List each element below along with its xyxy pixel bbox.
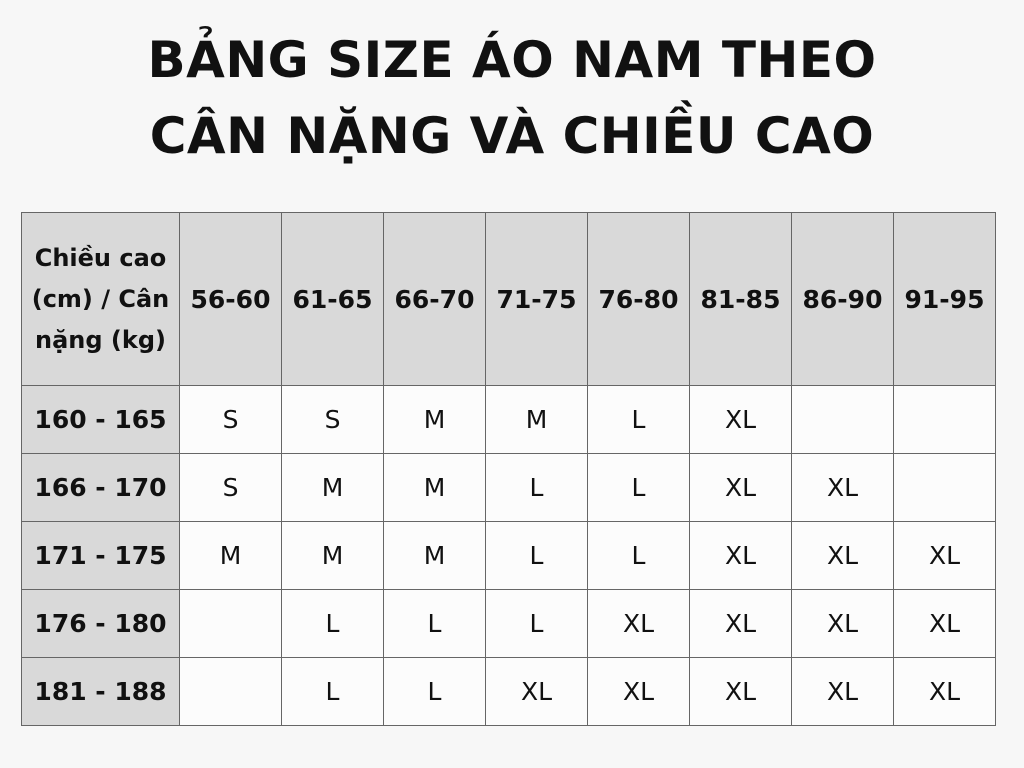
table-row: 171 - 175 M M M L L XL XL XL: [21, 521, 996, 590]
size-cell: L: [383, 589, 486, 658]
size-cell: XL: [689, 657, 792, 726]
size-cell: L: [587, 453, 690, 522]
row-header-height: 166 - 170: [21, 453, 180, 522]
size-cell: XL: [893, 657, 996, 726]
size-cell: [893, 385, 996, 454]
size-cell: [179, 589, 282, 658]
size-cell: S: [281, 385, 384, 454]
size-cell: M: [383, 521, 486, 590]
column-header: 76-80: [587, 212, 690, 386]
column-header: 66-70: [383, 212, 486, 386]
table-row: 181 - 188 L L XL XL XL XL XL: [21, 657, 996, 726]
size-cell: XL: [587, 657, 690, 726]
size-cell: L: [587, 521, 690, 590]
size-cell: M: [485, 385, 588, 454]
title-line-2: CÂN NẶNG VÀ CHIỀU CAO: [149, 107, 875, 165]
size-cell: XL: [689, 521, 792, 590]
size-cell: [893, 453, 996, 522]
size-cell: [791, 385, 894, 454]
row-header-height: 181 - 188: [21, 657, 180, 726]
row-header-height: 160 - 165: [21, 385, 180, 454]
size-cell: L: [281, 657, 384, 726]
row-header-height: 171 - 175: [21, 521, 180, 590]
table-row: 160 - 165 S S M M L XL: [21, 385, 996, 454]
table-row: 176 - 180 L L L XL XL XL XL: [21, 589, 996, 658]
size-cell: L: [587, 385, 690, 454]
page-title: BẢNG SIZE ÁO NAM THEO CÂN NẶNG VÀ CHIỀU …: [0, 22, 1024, 174]
row-header-height: 176 - 180: [21, 589, 180, 658]
size-cell: XL: [791, 589, 894, 658]
size-cell: S: [179, 453, 282, 522]
size-cell: XL: [689, 385, 792, 454]
column-header: 91-95: [893, 212, 996, 386]
column-header: 71-75: [485, 212, 588, 386]
size-cell: M: [281, 453, 384, 522]
size-cell: M: [383, 453, 486, 522]
size-cell: XL: [791, 657, 894, 726]
size-cell: XL: [893, 589, 996, 658]
size-cell: L: [485, 453, 588, 522]
corner-header: Chiều cao (cm) / Cân nặng (kg): [21, 212, 180, 386]
column-header: 56-60: [179, 212, 282, 386]
size-cell: S: [179, 385, 282, 454]
size-chart-table: Chiều cao (cm) / Cân nặng (kg) 56-60 61-6…: [21, 212, 996, 726]
size-cell: L: [383, 657, 486, 726]
column-header: 61-65: [281, 212, 384, 386]
table-row: 166 - 170 S M M L L XL XL: [21, 453, 996, 522]
size-cell: XL: [689, 589, 792, 658]
size-cell: XL: [587, 589, 690, 658]
size-cell: XL: [791, 453, 894, 522]
size-cell: XL: [893, 521, 996, 590]
size-cell: M: [179, 521, 282, 590]
size-cell: [179, 657, 282, 726]
title-line-1: BẢNG SIZE ÁO NAM THEO: [147, 31, 877, 89]
size-cell: L: [485, 589, 588, 658]
size-cell: XL: [689, 453, 792, 522]
column-header: 81-85: [689, 212, 792, 386]
column-header: 86-90: [791, 212, 894, 386]
size-cell: XL: [791, 521, 894, 590]
size-cell: M: [281, 521, 384, 590]
size-cell: L: [485, 521, 588, 590]
size-cell: M: [383, 385, 486, 454]
size-cell: XL: [485, 657, 588, 726]
size-cell: L: [281, 589, 384, 658]
header-row: Chiều cao (cm) / Cân nặng (kg) 56-60 61-6…: [21, 212, 996, 386]
